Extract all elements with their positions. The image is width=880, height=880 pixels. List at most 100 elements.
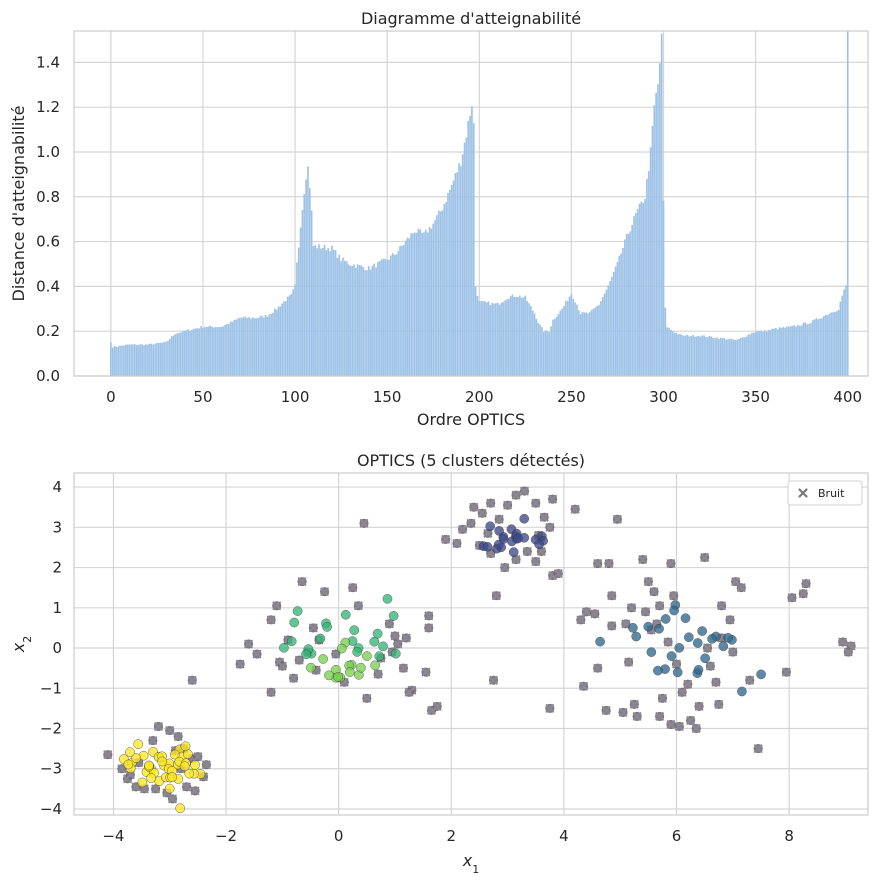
reachability-bar (402, 244, 405, 376)
reachability-bar (183, 331, 186, 376)
noise-marker-stroke (753, 744, 763, 753)
reachability-bar (681, 335, 683, 376)
reachability-bar (441, 210, 444, 376)
cluster-point (292, 606, 303, 616)
reachability-bar (563, 305, 565, 376)
noise-cross (182, 782, 191, 792)
reachability-bar (841, 295, 844, 376)
reachability-bar (130, 344, 132, 376)
reachability-bar (283, 301, 285, 376)
scatter-y-axis-label: x2 (9, 636, 34, 653)
reachability-bar (390, 255, 392, 376)
reachability-bar (609, 281, 611, 376)
noise-cross (745, 675, 755, 685)
reachability-bar (600, 301, 602, 376)
noise-marker-stroke (745, 675, 755, 685)
reachability-bar (603, 293, 606, 376)
noise-marker-stroke (798, 488, 808, 498)
scatter-y-axis-label-base: x (9, 642, 28, 653)
noise-marker-stroke (728, 647, 738, 657)
reachability-bar (436, 215, 438, 376)
reachability-bar (664, 307, 667, 376)
reachability-bars (110, 31, 849, 377)
cluster-point (279, 642, 289, 653)
reachability-plot: 0 50 100 150 200 250 300 350 400 0.0 0.2 0.4 0.6 0.8 1… (9, 9, 869, 429)
reachability-bar (472, 123, 475, 376)
noise-marker-stroke (593, 663, 603, 673)
reachability-bar (775, 328, 777, 376)
noise-cross (644, 577, 653, 586)
cluster-point (700, 653, 711, 664)
cluster-point (534, 539, 545, 550)
reachability-bar (178, 332, 180, 376)
noise-marker-stroke (545, 523, 555, 532)
cluster-point (352, 647, 363, 657)
noise-marker-stroke (669, 591, 679, 601)
reachability-bar (553, 318, 556, 376)
reachability-bar (706, 337, 709, 376)
reachability-bar (145, 344, 147, 376)
noise-marker-stroke (787, 593, 797, 603)
reachability-bar (299, 227, 302, 376)
reachability-bar (625, 233, 628, 376)
reachability-frame (73, 30, 869, 377)
noise-marker-stroke (714, 700, 724, 709)
reachability-bar (253, 318, 256, 376)
noise-marker-stroke (432, 702, 442, 711)
reachability-bar (331, 245, 333, 376)
reachability-bar (174, 334, 177, 376)
reachability-bar (826, 315, 829, 376)
cluster-point (382, 594, 393, 604)
reachability-bar (756, 330, 759, 376)
reachability-bar (220, 326, 223, 376)
noise-cross (798, 589, 808, 599)
reachability-bar (290, 293, 293, 376)
reachability-bar (308, 188, 311, 376)
noise-cross (736, 583, 746, 592)
reachability-bar (474, 286, 477, 376)
reachability-bar (281, 303, 284, 376)
noise-cross (486, 498, 496, 508)
reachability-bar (124, 344, 127, 376)
reachability-bar (469, 115, 471, 377)
reachability-bar (594, 307, 597, 376)
reachability-bar (526, 301, 529, 376)
reachability-bar (752, 332, 755, 376)
cluster-point (362, 651, 372, 661)
noise-cross (354, 601, 363, 611)
noise-cross (753, 744, 763, 753)
noise-cross (604, 559, 614, 568)
scatter-x-axis-label-sub: 1 (472, 863, 479, 876)
reachability-bar (137, 344, 140, 376)
noise-cross (607, 621, 617, 631)
reachability-bar (356, 264, 359, 376)
noise-marker-stroke (672, 659, 681, 669)
reachability-bar (828, 313, 831, 376)
scatter-x-axis-label: x1 (462, 851, 479, 876)
reachability-bar (671, 331, 674, 376)
noise-cross (503, 500, 512, 510)
reachability-bar (579, 314, 582, 376)
noise-marker-stroke (632, 712, 642, 721)
reachability-bar (110, 342, 112, 376)
reachability-bar (132, 344, 134, 376)
noise-marker-stroke (511, 490, 521, 500)
reachability-bar (227, 324, 230, 376)
reachability-bar (412, 233, 414, 376)
reachability-bar (837, 310, 840, 376)
cluster-point (697, 626, 708, 636)
noise-cross (618, 708, 628, 717)
noise-cross (492, 591, 501, 601)
reachability-bar (426, 232, 429, 376)
cluster-point (494, 526, 504, 536)
noise-marker-stroke (548, 494, 557, 504)
noise-cross (466, 518, 476, 528)
reachability-bar (307, 166, 309, 376)
reachability-bar (340, 261, 342, 376)
reachability-bar (399, 245, 401, 376)
noise-marker-stroke (244, 639, 253, 649)
reachability-bar (721, 338, 724, 376)
cluster-point (595, 636, 605, 647)
noise-marker-stroke (658, 694, 667, 703)
legend-noise-cross (798, 488, 808, 498)
